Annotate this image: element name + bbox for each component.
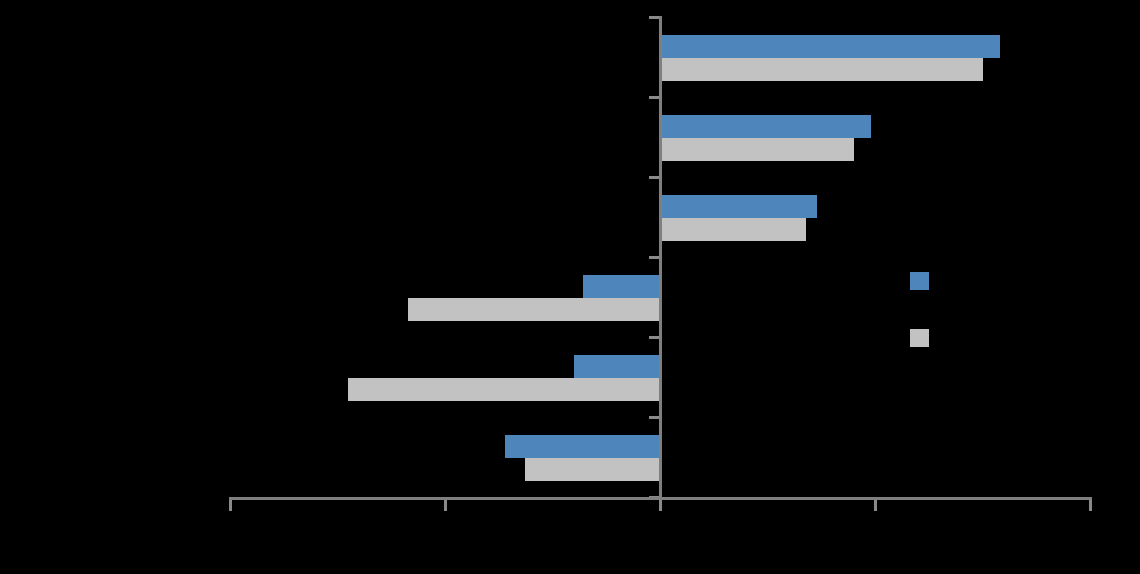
- category-axis-tick: [648, 415, 659, 419]
- bar-blue-series-category-1: [660, 35, 1000, 58]
- value-axis-tick: [658, 500, 662, 511]
- value-axis-line: [228, 497, 1092, 500]
- category-axis-tick: [648, 335, 659, 339]
- bar-gray-series-category-3: [660, 218, 807, 241]
- bar-gray-series-category-6: [524, 458, 660, 481]
- value-axis-tick: [228, 500, 232, 511]
- bar-blue-series-category-3: [660, 195, 817, 218]
- value-axis-tick: [1088, 500, 1092, 511]
- legend-swatch-gray-series: [910, 329, 929, 347]
- bar-blue-series-category-6: [505, 435, 660, 458]
- category-axis-line: [658, 15, 662, 510]
- bar-gray-series-category-5: [348, 378, 660, 401]
- value-axis-tick: [873, 500, 877, 511]
- legend-swatch-blue-series: [910, 272, 929, 290]
- bar-gray-series-category-1: [660, 58, 983, 81]
- bar-blue-series-category-5: [574, 355, 660, 378]
- value-axis-tick: [443, 500, 447, 511]
- bar-gray-series-category-2: [660, 138, 854, 161]
- bar-blue-series-category-2: [660, 115, 871, 138]
- category-axis-tick: [648, 15, 659, 19]
- category-axis-tick: [648, 175, 659, 179]
- bar-gray-series-category-4: [408, 298, 660, 321]
- category-axis-tick: [648, 255, 659, 259]
- bar-blue-series-category-4: [582, 275, 660, 298]
- category-axis-tick: [648, 95, 659, 99]
